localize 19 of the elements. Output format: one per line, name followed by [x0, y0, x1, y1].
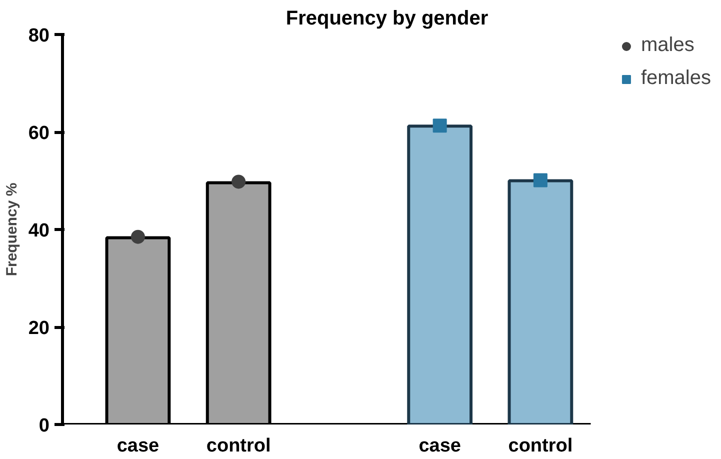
y-tick-label: 40 [28, 220, 50, 242]
y-tick-label: 0 [38, 416, 50, 436]
legend-label: females [640, 67, 711, 90]
point [533, 173, 548, 188]
bar [407, 124, 473, 424]
chart-title: Frequency by gender [286, 8, 488, 30]
point [432, 118, 447, 133]
point [232, 174, 246, 189]
y-axis-title: Frequency % [3, 182, 20, 276]
x-tick-label: control [508, 436, 573, 456]
point [130, 230, 145, 244]
y-tick-label: 60 [28, 123, 50, 144]
x-tick-label: case [418, 436, 461, 456]
legend-label: males [640, 34, 694, 57]
y-tick-label: 80 [28, 26, 50, 46]
y-tick-label: 20 [28, 318, 50, 339]
x-tick-label: case [116, 436, 160, 456]
bar [508, 179, 574, 424]
x-tick-label: control [206, 436, 271, 456]
